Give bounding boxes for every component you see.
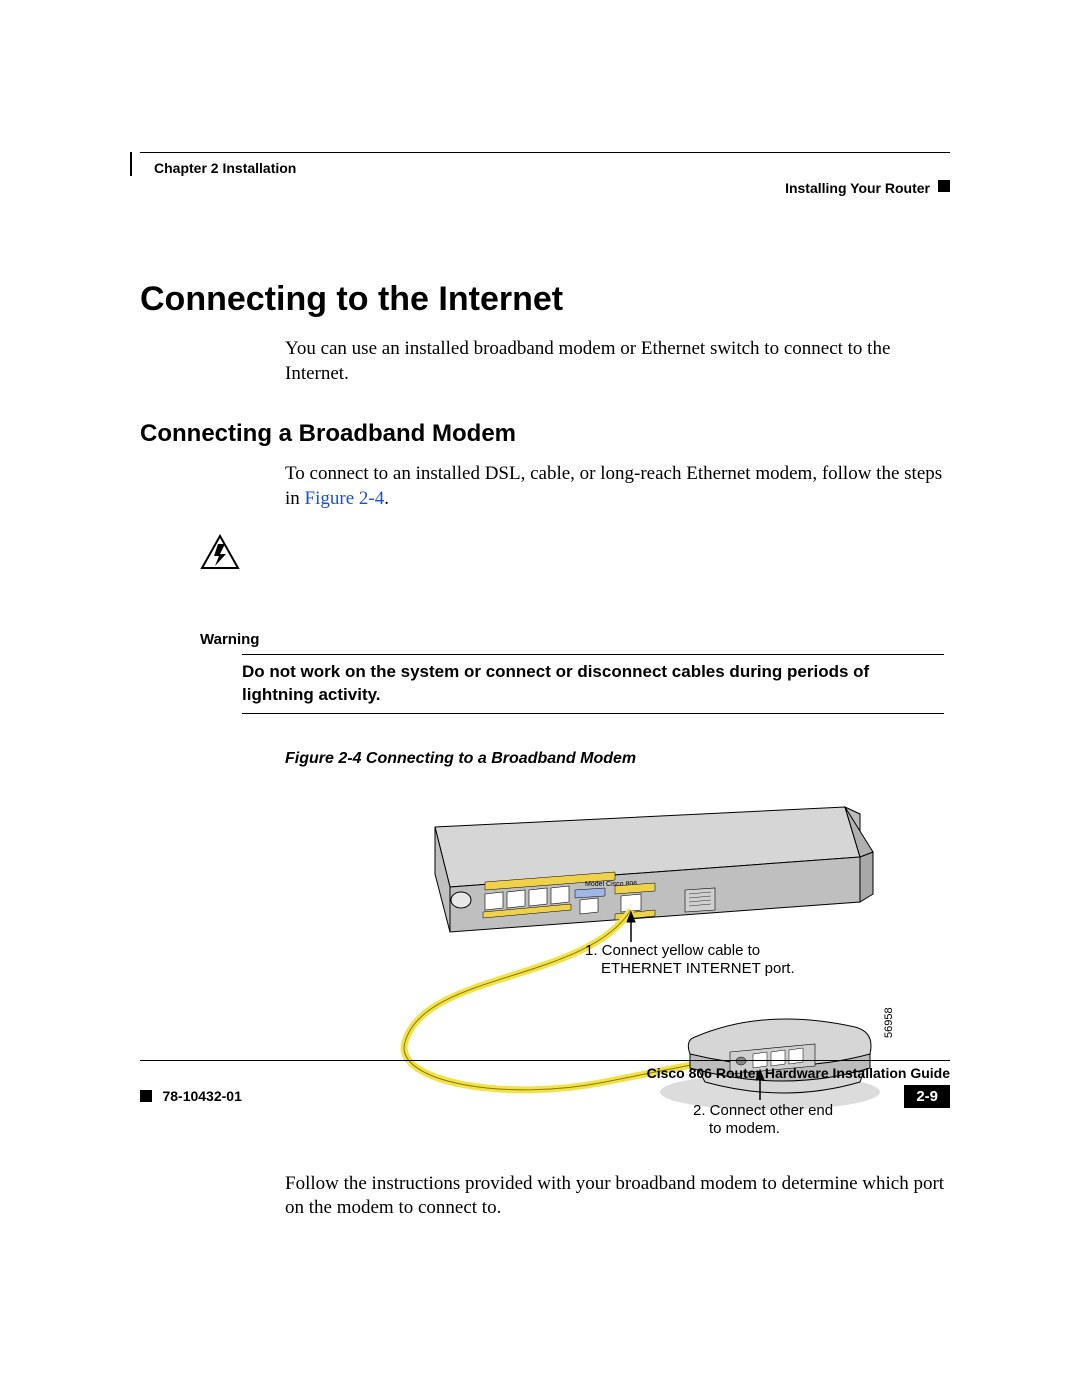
footer-title: Cisco 806 Router Hardware Installation G… [140, 1065, 950, 1081]
footer-start-block [140, 1090, 152, 1102]
callout-1-line-1: 1. Connect yellow cable to [585, 942, 760, 959]
callout-1-line-2: ETHERNET INTERNET port. [585, 960, 795, 977]
heading-2: Connecting a Broadband Modem [140, 420, 950, 448]
warning-text: Do not work on the system or connect or … [242, 662, 869, 704]
modem-paragraph: To connect to an installed DSL, cable, o… [285, 462, 945, 511]
figure-id: 56958 [883, 1007, 895, 1038]
header-rule [140, 152, 950, 153]
heading-1: Connecting to the Internet [140, 280, 950, 319]
warning-rule-bottom [242, 713, 944, 714]
warning-label: Warning [200, 631, 240, 648]
header-section: Installing Your Router [785, 180, 930, 196]
footer-doc-wrap: 78-10432-01 [140, 1088, 242, 1106]
footer-rule [140, 1060, 950, 1061]
callout-1: 1. Connect yellow cable to ETHERNET INTE… [585, 942, 795, 980]
page-footer: Cisco 806 Router Hardware Installation G… [140, 1060, 950, 1108]
figure-caption: Figure 2-4 Connecting to a Broadband Mod… [285, 750, 950, 768]
warning-block: Warning Do not work on the system or con… [200, 534, 950, 720]
footer-page-number: 2-9 [904, 1085, 950, 1108]
figure-reference-link[interactable]: Figure 2-4 [305, 488, 385, 509]
warning-text-wrap: Do not work on the system or connect or … [242, 648, 942, 720]
header-end-block [938, 180, 950, 192]
router-device: Model Cisco 806 [435, 807, 873, 932]
warning-rule-top [242, 654, 944, 655]
header-left-bar [130, 152, 132, 176]
follow-instructions-paragraph: Follow the instructions provided with yo… [285, 1172, 945, 1221]
warning-icon: Warning [200, 534, 240, 648]
running-header: Chapter 2 Installation Installing Your R… [140, 160, 950, 200]
callout-2-line-2: to modem. [693, 1120, 780, 1137]
intro-paragraph: You can use an installed broadband modem… [285, 337, 945, 386]
modem-para-text-b: . [384, 488, 389, 509]
header-chapter: Chapter 2 Installation [154, 160, 296, 176]
footer-doc-number: 78-10432-01 [162, 1088, 241, 1104]
